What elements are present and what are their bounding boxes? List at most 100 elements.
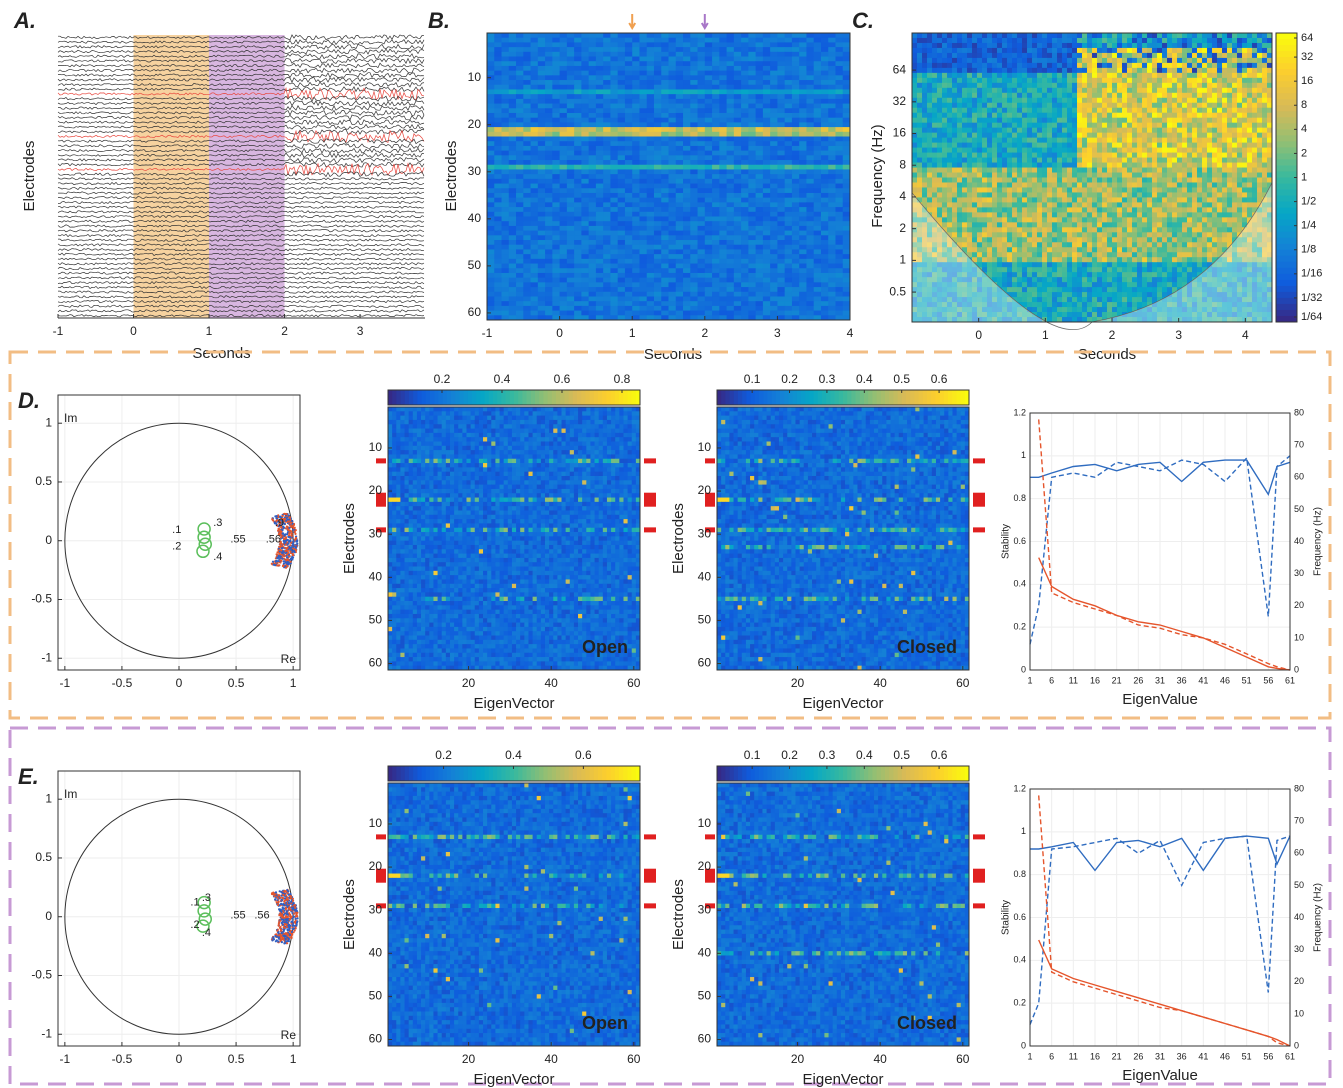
heat-cell: [792, 282, 800, 287]
y-tick-label: 30: [468, 164, 482, 178]
heat-cell: [560, 292, 568, 297]
heat-cell: [814, 301, 822, 306]
heat-cell: [581, 165, 589, 170]
scalogram-cell: [1002, 98, 1008, 103]
heat-cell: [560, 113, 568, 118]
scalogram-cell: [932, 88, 938, 93]
heat-cell: [676, 216, 684, 221]
heat-cell: [654, 259, 662, 264]
heat-cell: [785, 259, 793, 264]
heat-cell: [552, 278, 560, 283]
heat-cell: [748, 188, 756, 193]
heat-cell: [516, 306, 524, 311]
heat-cell: [545, 57, 553, 62]
heat-cell: [756, 141, 764, 146]
scalogram-cell: [1012, 78, 1018, 83]
scalogram-cell: [1212, 88, 1218, 93]
heat-cell: [596, 259, 604, 264]
scalogram-cell: [1127, 63, 1133, 68]
scalogram-cell: [1082, 53, 1088, 58]
scalogram-cell: [1067, 38, 1073, 43]
heat-cell: [596, 160, 604, 165]
scalogram-cell: [1147, 128, 1153, 133]
scalogram-cell: [1027, 63, 1033, 68]
heat-cell: [603, 226, 611, 231]
heat-cell: [741, 71, 749, 76]
heat-cell: [785, 268, 793, 273]
heat-cell: [639, 89, 647, 94]
scalogram-cell: [1262, 78, 1268, 83]
scalogram-cell: [1037, 53, 1043, 58]
scalogram-cell: [1142, 38, 1148, 43]
scalogram-cell: [1152, 33, 1158, 38]
scalogram-cell: [927, 98, 933, 103]
scalogram-cell: [1202, 103, 1208, 108]
scalogram-cell: [1227, 58, 1233, 63]
heat-cell: [835, 118, 843, 123]
heat-cell: [799, 165, 807, 170]
scalogram-cell: [967, 133, 973, 138]
scalogram-cell: [1132, 128, 1138, 133]
heat-cell: [618, 80, 626, 85]
scalogram-cell: [1157, 108, 1163, 113]
scalogram-cell: [1122, 73, 1128, 78]
heat-cell: [610, 127, 618, 132]
heat-cell: [814, 188, 822, 193]
scalogram-cell: [1187, 153, 1193, 158]
heat-cell: [799, 240, 807, 245]
heat-cell: [509, 71, 517, 76]
scalogram-cell: [917, 83, 923, 88]
scalogram-cell: [1057, 48, 1063, 53]
heat-cell: [698, 259, 706, 264]
scalogram-cell: [917, 138, 923, 143]
heat-cell: [741, 94, 749, 99]
scalogram-cell: [917, 148, 923, 153]
heat-cell: [610, 33, 618, 38]
heat-cell: [727, 127, 735, 132]
heat-cell: [763, 216, 771, 221]
heat-cell: [632, 80, 640, 85]
scalogram-cell: [922, 118, 928, 123]
scalogram-cell: [967, 58, 973, 63]
heat-cell: [683, 235, 691, 240]
heat-cell: [828, 202, 836, 207]
scalogram-cell: [1187, 143, 1193, 148]
heat-cell: [806, 52, 814, 57]
scalogram-cell: [1212, 33, 1218, 38]
heat-cell: [698, 165, 706, 170]
heat-cell: [654, 146, 662, 151]
heat-cell: [487, 235, 495, 240]
scalogram-cell: [1142, 138, 1148, 143]
scalogram-cell: [1047, 153, 1053, 158]
heat-cell: [552, 66, 560, 71]
scalogram-cell: [947, 138, 953, 143]
heat-cell: [639, 66, 647, 71]
scalogram-cell: [1087, 38, 1093, 43]
heat-cell: [698, 127, 706, 132]
scalogram-cell: [1217, 63, 1223, 68]
heat-cell: [821, 292, 829, 297]
scalogram-cell: [997, 108, 1003, 113]
heat-cell: [610, 282, 618, 287]
scalogram-cell: [942, 128, 948, 133]
heat-cell: [792, 207, 800, 212]
scalogram-cell: [1172, 48, 1178, 53]
heat-cell: [545, 33, 553, 38]
heat-cell: [647, 226, 655, 231]
scalogram-cell: [1212, 118, 1218, 123]
scalogram-cell: [1217, 83, 1223, 88]
scalogram-cell: [1032, 48, 1038, 53]
heat-cell: [574, 198, 582, 203]
heat-cell: [661, 146, 669, 151]
heat-cell: [748, 61, 756, 66]
heat-cell: [770, 127, 778, 132]
scalogram-cell: [1042, 73, 1048, 78]
heat-cell: [639, 306, 647, 311]
scalogram-cell: [1042, 158, 1048, 163]
heat-cell: [661, 141, 669, 146]
heat-cell: [610, 104, 618, 109]
heat-cell: [814, 127, 822, 132]
heat-cell: [654, 155, 662, 160]
heat-cell: [763, 151, 771, 156]
scalogram-cell: [912, 158, 918, 163]
